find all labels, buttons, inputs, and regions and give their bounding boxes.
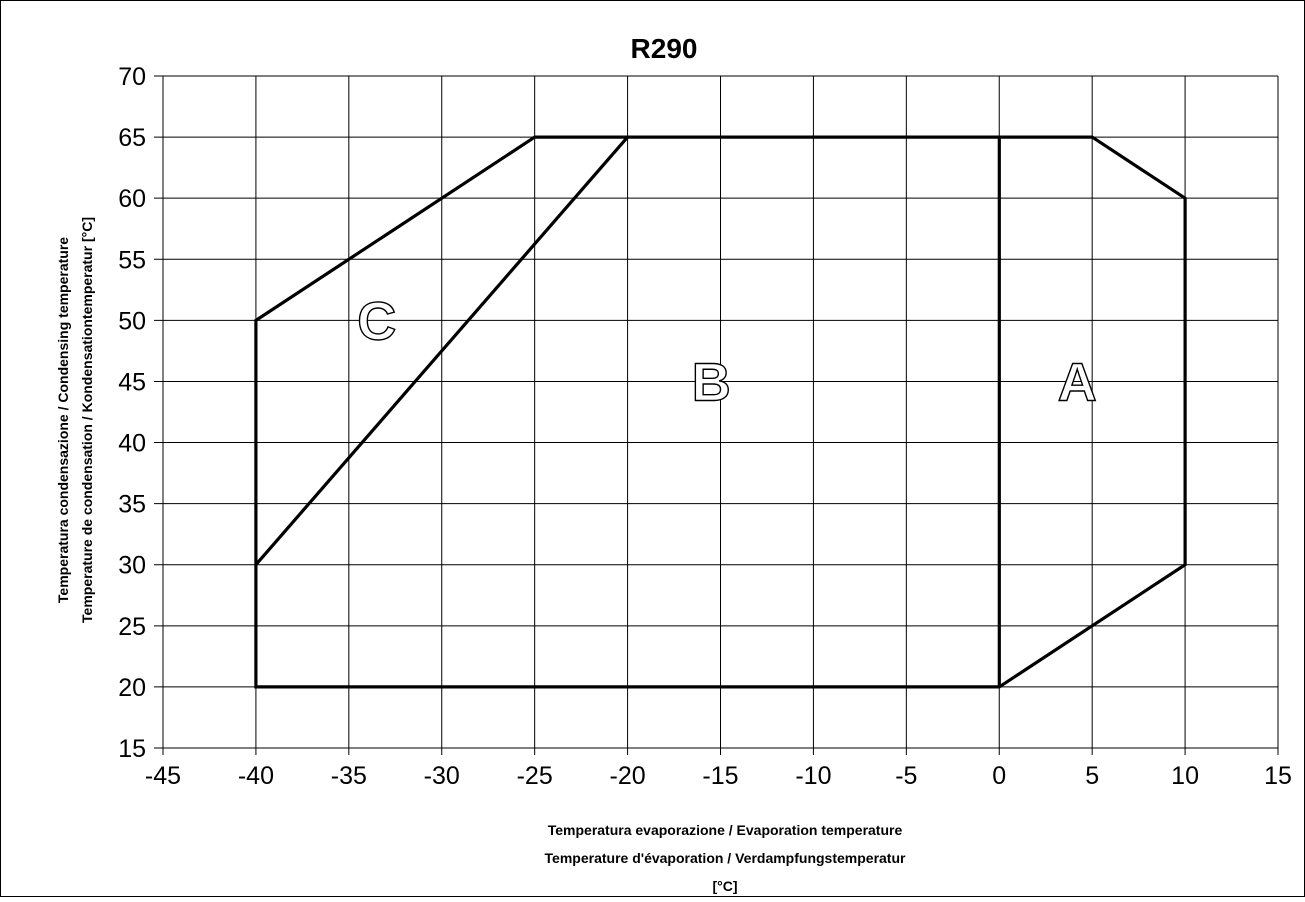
- x-axis-label-line-1: Temperatura evaporazione / Evaporation t…: [548, 822, 903, 838]
- y-tick-label: 70: [118, 63, 146, 91]
- y-tick-label: 40: [118, 430, 146, 458]
- x-tick-label: -5: [895, 762, 917, 790]
- y-tick-label: 55: [118, 246, 146, 274]
- region-label-a: A: [1058, 352, 1097, 412]
- x-tick-label: 5: [1085, 762, 1099, 790]
- x-tick-label: -40: [238, 762, 274, 790]
- y-tick-label: 25: [118, 613, 146, 641]
- envelope-series-1: [254, 135, 1187, 689]
- region-labels: A B C: [357, 291, 1098, 413]
- envelope-series-3: [254, 136, 629, 566]
- x-axis-label-line-2: Temperature d'évaporation / Verdampfungs…: [545, 850, 906, 866]
- region-label-c: C: [357, 291, 396, 351]
- x-tick-label: 15: [1264, 762, 1292, 790]
- x-tick-label: -35: [331, 762, 367, 790]
- chart-title: R290: [631, 33, 698, 64]
- x-tick-label: -45: [145, 762, 181, 790]
- y-tick-label: 35: [118, 491, 146, 519]
- y-tick-label: 15: [118, 735, 146, 763]
- tick-labels: -45 -40 -35 -30 -25 -20 -15 -10 -5 0 5 10 15 15 20 25 30…: [118, 63, 1292, 790]
- x-tick-label: -15: [702, 762, 738, 790]
- y-axis-label-line-2: Temperature de condensation / Kondensati…: [79, 217, 95, 623]
- x-tick-label: -10: [795, 762, 831, 790]
- x-axis-label-line-3: [°C]: [712, 878, 737, 894]
- grid: [154, 75, 1279, 755]
- y-tick-label: 20: [118, 674, 146, 702]
- x-tick-label: -20: [610, 762, 646, 790]
- y-tick-label: 50: [118, 307, 146, 335]
- y-tick-label: 30: [118, 552, 146, 580]
- x-tick-label: 0: [992, 762, 1006, 790]
- y-tick-label: 45: [118, 368, 146, 396]
- y-tick-label: 60: [118, 185, 146, 213]
- region-label-b: B: [692, 352, 731, 412]
- y-tick-label: 65: [118, 124, 146, 152]
- envelope-lines: [254, 135, 1187, 689]
- x-tick-label: -25: [517, 762, 553, 790]
- y-axis-label-line-1: Temperatura condensazione / Condensing t…: [55, 237, 71, 603]
- x-tick-label: 10: [1171, 762, 1199, 790]
- x-tick-label: -30: [424, 762, 460, 790]
